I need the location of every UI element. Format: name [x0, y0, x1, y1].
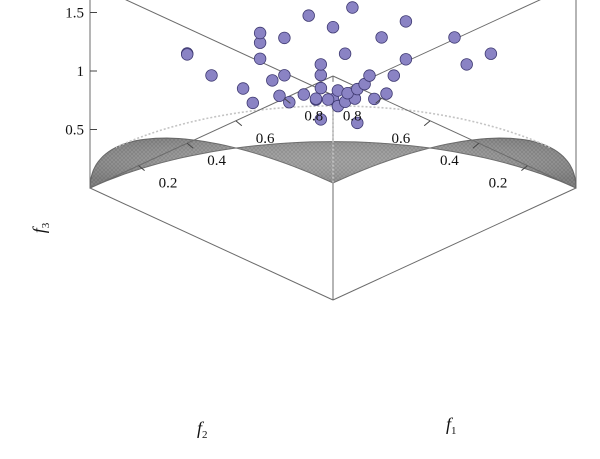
data-point	[326, 21, 340, 34]
y-tick-label: 0.6	[391, 131, 410, 147]
y-tick-label: 0.2	[489, 176, 508, 192]
front-right-floor-edge	[332, 75, 577, 189]
data-point	[236, 82, 250, 95]
data-point	[338, 47, 352, 60]
data-point	[253, 52, 267, 66]
data-point	[363, 69, 376, 82]
data-point	[253, 26, 267, 40]
data-point	[314, 113, 328, 126]
data-point	[460, 58, 473, 71]
data-point	[346, 1, 359, 14]
front-left-floor-edge	[89, 75, 334, 189]
x-tick-mark	[284, 98, 291, 104]
x-tick-mark	[186, 142, 194, 149]
y-tick-mark	[375, 98, 382, 104]
data-point	[351, 116, 364, 130]
y-tick-mark	[521, 165, 528, 171]
data-point	[375, 31, 388, 44]
data-point	[484, 47, 498, 60]
data-point	[205, 69, 218, 82]
x-tick-label: 0.2	[159, 176, 178, 192]
x-tick-mark	[235, 120, 243, 127]
z-tick-label: 1	[77, 64, 85, 80]
ticks: 0.5 1 1.5 0.2 0.4 0.6 0.8 0.2 0.4 0.6 0.8	[65, 6, 528, 192]
data-point	[273, 89, 286, 103]
data-point	[399, 15, 413, 28]
y-tick-label: 0.8	[343, 108, 362, 124]
y-tick-mark	[472, 142, 480, 149]
data-point	[278, 69, 291, 82]
y-tick-mark	[423, 120, 431, 127]
x-tick-label: 0.6	[256, 131, 275, 147]
points	[180, 1, 498, 130]
data-point	[297, 88, 311, 101]
z-tick-label: 1.5	[65, 6, 84, 22]
sphere-octant-shading	[90, 138, 576, 188]
data-point	[309, 92, 323, 105]
data-point	[448, 31, 461, 44]
data-point	[266, 74, 279, 87]
x-tick-label: 0.4	[207, 153, 226, 169]
data-point	[314, 58, 328, 71]
data-point	[380, 87, 393, 100]
data-point	[387, 69, 401, 82]
data-point	[399, 53, 413, 66]
y-tick-label: 0.4	[440, 153, 459, 169]
data-point	[302, 9, 315, 22]
data-point	[314, 68, 328, 82]
data-point	[321, 93, 335, 106]
axis-label-f1: f1	[446, 414, 457, 437]
x-tick-mark	[138, 165, 145, 171]
z-tick-label: 0.5	[65, 123, 84, 139]
top-left-edge	[125, 0, 334, 96]
surface	[89, 103, 577, 189]
data-point	[278, 31, 291, 45]
data-point	[314, 81, 328, 95]
data-point	[246, 96, 260, 110]
data-point	[180, 48, 194, 61]
x-tick-label: 0.8	[304, 108, 323, 124]
axis-label-f2: f2	[197, 418, 208, 441]
axis-label-f3: f3	[29, 222, 52, 233]
surface-latitude-line	[115, 105, 551, 149]
data-point	[368, 92, 381, 106]
back-left-floor-edge	[89, 187, 334, 301]
back-right-floor-edge	[332, 187, 577, 301]
